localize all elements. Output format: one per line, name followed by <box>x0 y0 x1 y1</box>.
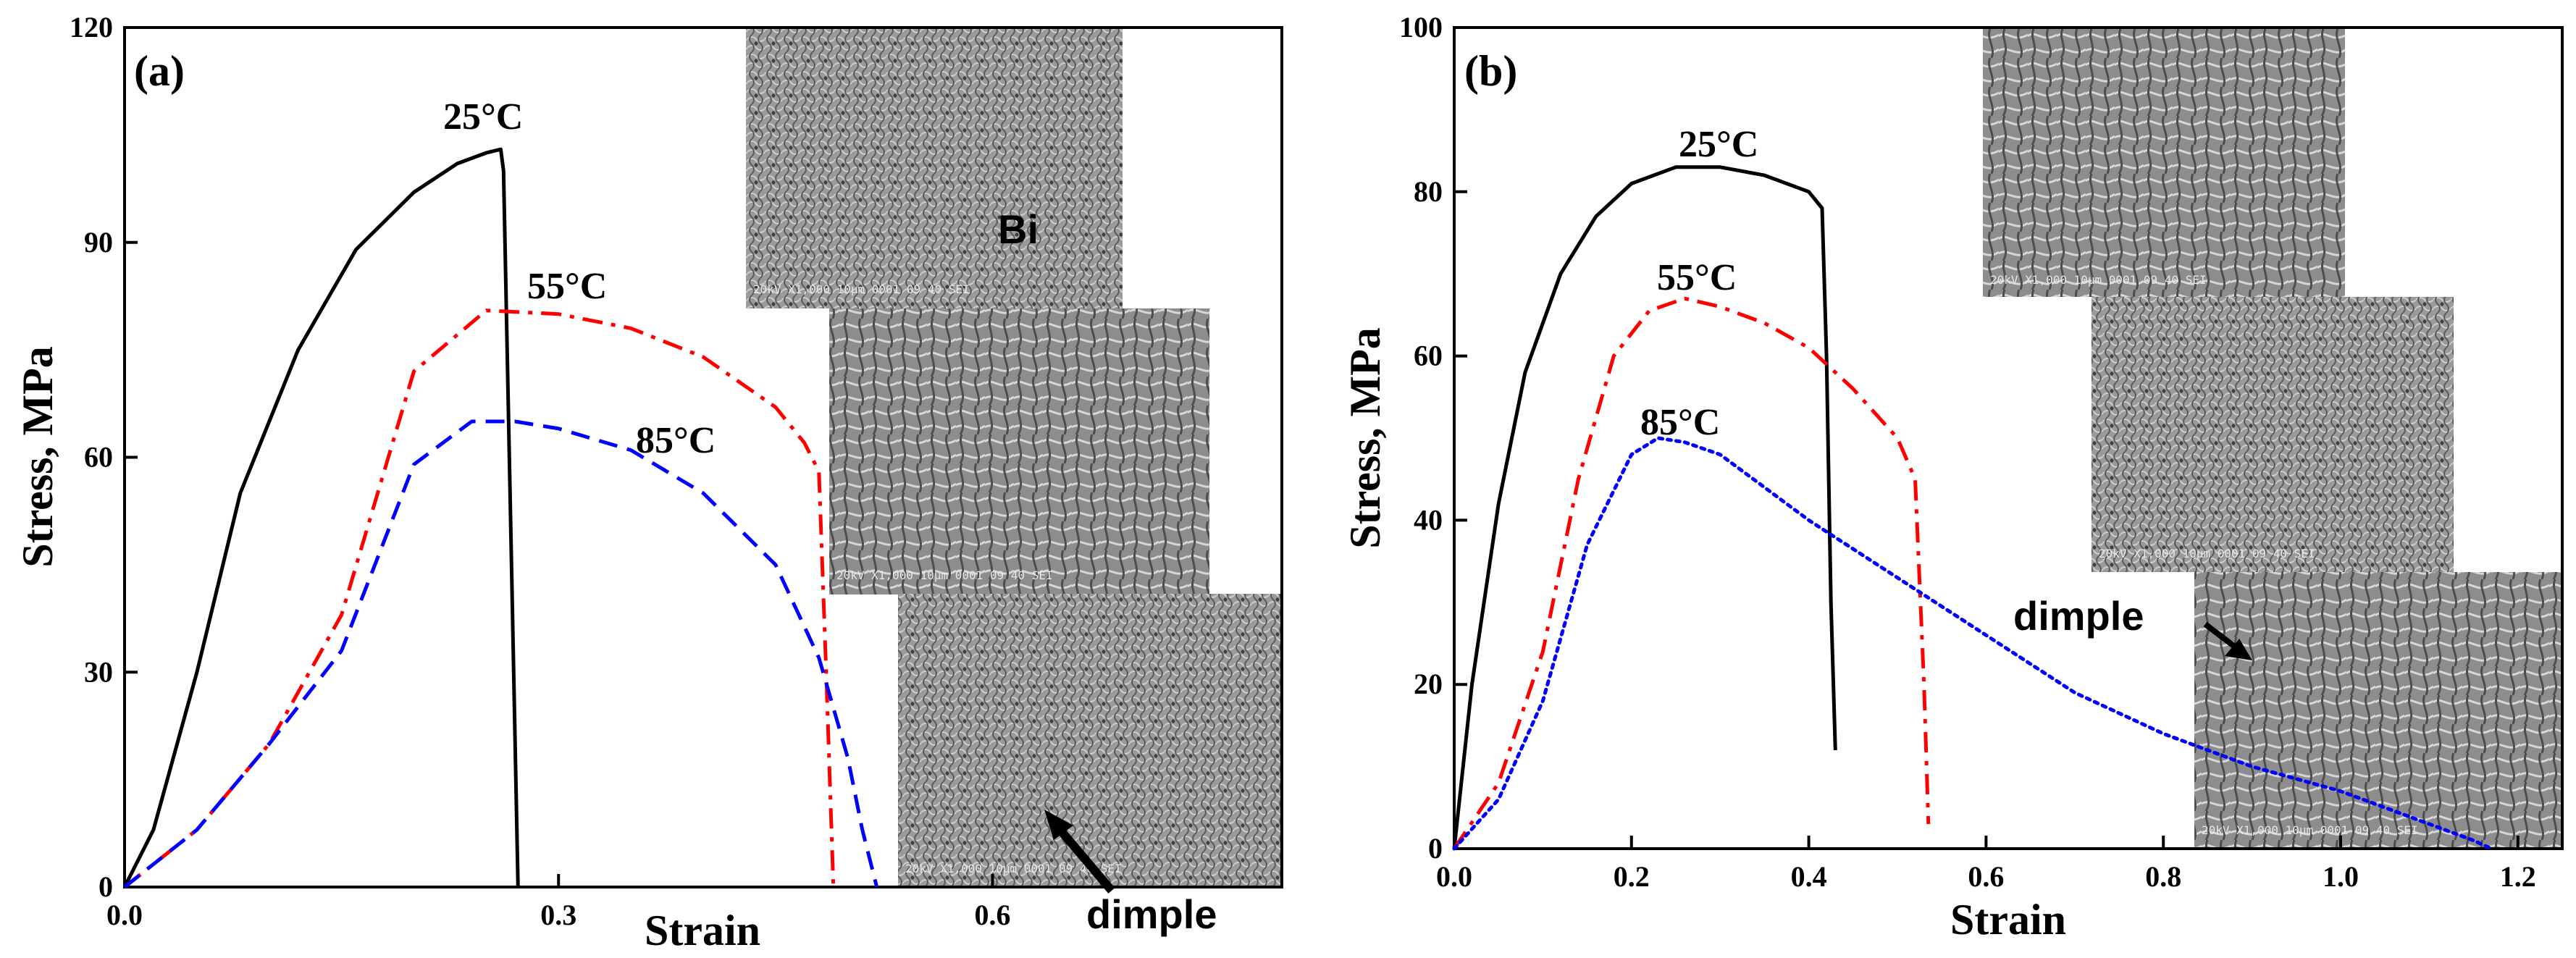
x-tick-label-b-5: 1.0 <box>2323 860 2359 893</box>
y-axis-label-b: Stress, MPa <box>1341 327 1389 549</box>
x-tick-label-a-2: 0.6 <box>975 899 1011 931</box>
series-line-b-85c <box>1452 436 2493 851</box>
series-label-a-25: 25°C <box>443 96 523 138</box>
dimple-label-a: dimple <box>1086 891 1217 937</box>
sem-inset-b-bottom: 20kV X1,000 10μm 0001 09 40 SEI <box>2194 572 2564 849</box>
x-tick-label-a-0: 0.0 <box>106 899 143 931</box>
inset-bi-label: Bi <box>998 206 1039 252</box>
series-label-b-55: 55°C <box>1657 257 1737 298</box>
y-tick-label-a-3: 90 <box>84 226 113 259</box>
plot-area-b <box>1453 26 2564 850</box>
sem-caption: 20kV X1,000 10μm 0001 09 40 SEI <box>836 568 1053 582</box>
panel-label-b: (b) <box>1464 47 1517 95</box>
sem-caption: 20kV X1,000 10μm 0001 09 40 SEI <box>753 282 970 296</box>
series-label-b-85: 85°C <box>1640 402 1720 443</box>
ticks-b: 0 20 40 60 80 100 0.0 0.2 0.4 0.6 0.8 1.0 1.2 <box>1399 11 2536 893</box>
dimple-label-b: dimple <box>2013 593 2144 639</box>
series-line-b-55c <box>1452 296 1931 850</box>
y-tick-label-b-2: 40 <box>1414 503 1443 536</box>
y-tick-label-a-0: 0 <box>98 870 113 903</box>
sem-inset-a-top: Bi 20kV X1,000 10μm 0001 09 40 SEI <box>746 28 1123 308</box>
x-tick-label-b-4: 0.8 <box>2145 860 2181 893</box>
dimple-annotation-a: dimple <box>1044 810 1217 937</box>
series-label-a-85: 85°C <box>636 420 716 461</box>
sem-caption: 20kV X1,000 10μm 0001 09 40 SEI <box>905 862 1122 875</box>
series-line-a-55c <box>123 308 836 888</box>
y-tick-label-a-4: 120 <box>70 11 113 43</box>
y-tick-label-a-1: 30 <box>84 655 113 688</box>
sem-caption: 20kV X1,000 10μm 0001 09 40 SEI <box>2099 547 2315 560</box>
panel-a: Bi 20kV X1,000 10μm 0001 09 40 SEI 20kV … <box>14 11 1283 954</box>
x-tick-label-a-1: 0.3 <box>540 899 576 931</box>
x-tick-label-b-2: 0.4 <box>1791 860 1827 893</box>
sem-inset-a-middle: 20kV X1,000 10μm 0001 09 40 SEI <box>829 308 1209 594</box>
ticks-a: 0 30 60 90 120 0.0 0.3 0.6 <box>70 11 1011 931</box>
y-tick-label-a-2: 60 <box>84 441 113 474</box>
sem-caption: 20kV X1,000 10μm 0001 09 40 SEI <box>2202 823 2418 837</box>
x-tick-label-b-6: 1.2 <box>2500 860 2536 893</box>
series-label-b-25: 25°C <box>1679 124 1758 165</box>
x-axis-label-b: Strain <box>1950 896 2066 944</box>
y-tick-label-b-3: 60 <box>1414 340 1443 372</box>
panel-label-a: (a) <box>134 47 185 95</box>
panel-b: 20kV X1,000 10μm 0001 09 40 SEI 20kV X1,… <box>1341 11 2564 944</box>
series-line-a-25c <box>122 147 520 888</box>
dimple-annotation-b: dimple <box>2013 593 2252 660</box>
y-tick-label-b-4: 80 <box>1414 175 1443 208</box>
x-tick-label-b-3: 0.6 <box>1968 860 2004 893</box>
y-tick-label-b-5: 100 <box>1399 11 1443 43</box>
series-label-a-55: 55°C <box>527 266 607 307</box>
sem-caption: 20kV X1,000 10μm 0001 09 40 SEI <box>1990 273 2207 287</box>
x-tick-label-b-1: 0.2 <box>1614 860 1650 893</box>
sem-inset-a-bottom: 20kV X1,000 10μm 0001 09 40 SEI <box>898 594 1282 887</box>
y-tick-label-b-1: 20 <box>1414 668 1443 700</box>
x-tick-label-b-0: 0.0 <box>1436 860 1472 893</box>
x-axis-label-a: Strain <box>645 907 760 954</box>
series-b <box>1452 165 2493 851</box>
y-axis-label-a: Stress, MPa <box>14 346 62 568</box>
series-line-a-85c <box>123 419 879 888</box>
sem-inset-b-top: 20kV X1,000 10μm 0001 09 40 SEI <box>1983 28 2345 297</box>
series-a <box>122 147 879 888</box>
sem-inset-b-middle: 20kV X1,000 10μm 0001 09 40 SEI <box>2092 297 2454 572</box>
series-line-b-25c <box>1452 165 1837 849</box>
y-tick-label-b-0: 0 <box>1428 832 1443 865</box>
